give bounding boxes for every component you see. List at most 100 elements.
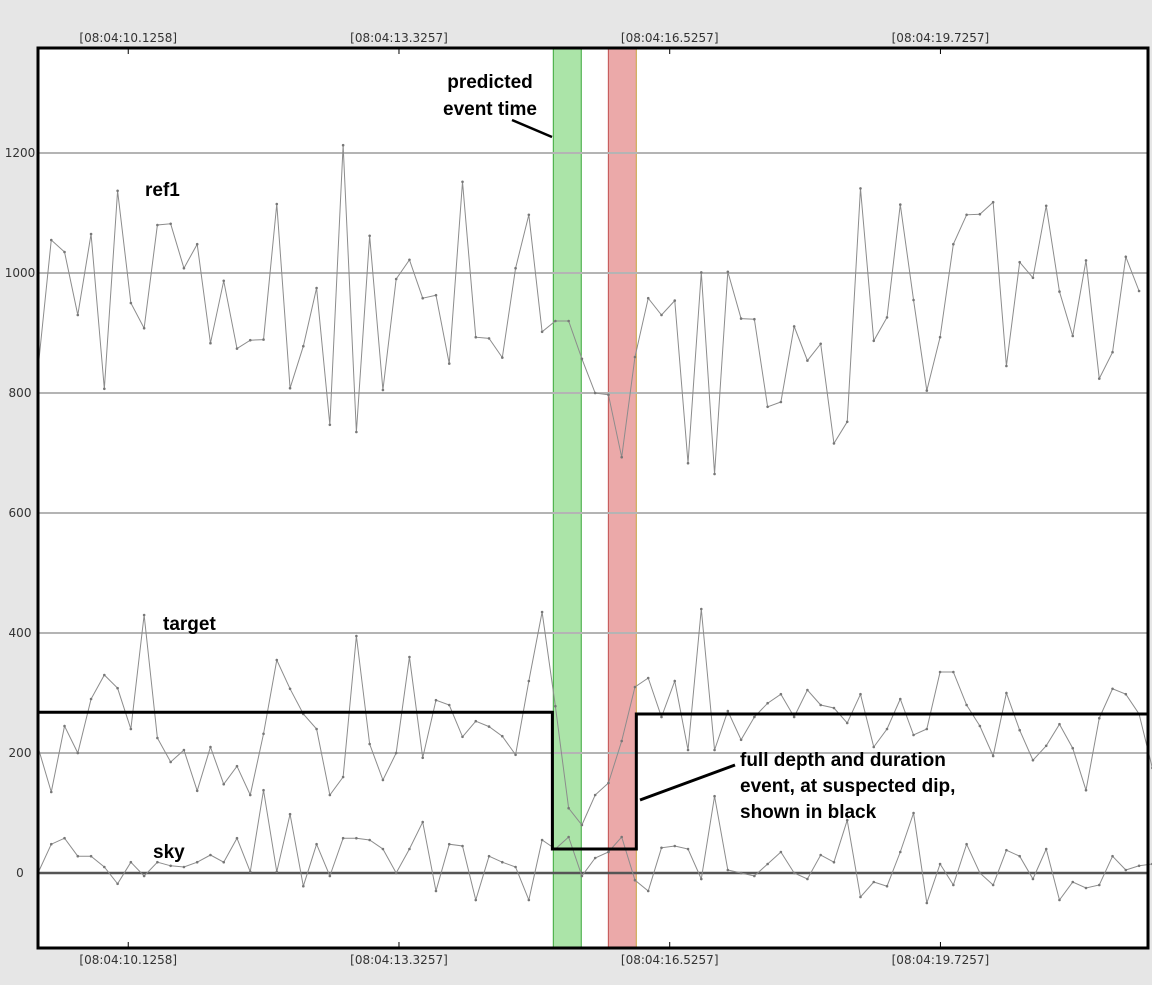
data-point-sky — [501, 860, 504, 864]
data-point-ref1 — [156, 223, 159, 227]
data-point-sky — [872, 880, 876, 884]
data-point-ref1 — [421, 296, 425, 300]
data-point-sky — [222, 860, 226, 864]
data-point-target — [726, 709, 730, 713]
annotation-predicted-event-text: predicted — [447, 72, 533, 93]
data-point-target — [739, 738, 743, 742]
data-point-target — [779, 692, 783, 696]
data-point-sky — [89, 854, 93, 858]
data-point-target — [527, 679, 531, 683]
data-point-ref1 — [938, 335, 942, 339]
data-point-ref1 — [580, 357, 584, 361]
data-point-sky — [1097, 883, 1101, 887]
data-point-ref1 — [288, 386, 292, 390]
series-line-ref1 — [37, 145, 1140, 475]
data-point-target — [142, 613, 146, 617]
data-point-ref1 — [368, 234, 371, 238]
data-point-target — [209, 745, 212, 749]
x-tick-label-top: [08:04:16.5257] — [621, 31, 719, 45]
data-point-target — [368, 742, 371, 746]
data-point-ref1 — [1031, 276, 1035, 280]
event-step-line — [38, 710, 1148, 851]
data-point-ref1 — [447, 362, 451, 365]
y-tick-label: 800 — [9, 386, 32, 400]
data-point-ref1 — [1071, 334, 1075, 338]
data-point-sky — [593, 856, 597, 860]
data-point-sky — [235, 836, 239, 840]
data-point-ref1 — [660, 313, 663, 317]
data-point-target — [859, 692, 862, 696]
data-point-sky — [938, 862, 942, 866]
data-point-ref1 — [408, 258, 411, 262]
data-point-ref1 — [302, 344, 305, 348]
data-point-target — [1044, 744, 1048, 748]
data-point-target — [129, 727, 133, 731]
data-point-ref1 — [142, 326, 146, 330]
data-point-sky — [461, 844, 464, 848]
data-point-sky — [1058, 898, 1061, 902]
data-point-target — [713, 748, 716, 752]
data-point-ref1 — [620, 455, 623, 459]
data-point-target — [607, 781, 610, 785]
x-tick-label-bottom: [08:04:16.5257] — [621, 953, 719, 967]
data-point-ref1 — [328, 423, 332, 427]
data-point-target — [156, 736, 159, 740]
y-tick-label: 200 — [9, 746, 32, 760]
data-point-sky — [686, 847, 690, 851]
data-point-sky — [620, 835, 623, 839]
data-point-target — [646, 676, 650, 680]
data-point-sky — [540, 838, 544, 842]
data-point-ref1 — [222, 279, 226, 283]
data-point-target — [832, 706, 836, 710]
data-point-ref1 — [1137, 289, 1141, 293]
data-point-ref1 — [991, 200, 995, 204]
data-point-sky — [288, 812, 292, 816]
data-point-sky — [1124, 868, 1128, 872]
data-point-sky — [394, 871, 398, 875]
data-point-sky — [925, 901, 929, 905]
data-point-target — [540, 610, 544, 614]
annotation-full-depth-pointer — [639, 763, 736, 802]
data-point-sky — [792, 871, 796, 875]
data-point-ref1 — [1097, 377, 1101, 380]
data-point-ref1 — [76, 313, 80, 317]
data-point-sky — [779, 850, 783, 854]
data-point-ref1 — [806, 359, 809, 362]
data-point-ref1 — [1018, 260, 1021, 264]
data-point-target — [554, 704, 557, 708]
x-tick-label-top: [08:04:19.7257] — [892, 31, 990, 45]
data-point-target — [222, 782, 226, 786]
data-point-sky — [421, 820, 425, 824]
data-point-target — [792, 715, 796, 719]
data-point-sky — [885, 884, 889, 888]
data-point-target — [487, 725, 491, 728]
data-point-ref1 — [554, 319, 557, 323]
data-point-target — [434, 698, 438, 702]
data-point-target — [315, 727, 318, 731]
data-point-ref1 — [925, 389, 929, 392]
data-point-target — [845, 721, 849, 725]
data-point-sky — [845, 818, 849, 822]
data-point-ref1 — [169, 222, 172, 226]
data-point-target — [1111, 687, 1114, 691]
data-point-sky — [341, 836, 345, 840]
data-point-target — [262, 732, 265, 736]
data-point-ref1 — [753, 317, 756, 321]
data-point-target — [89, 697, 93, 701]
data-point-ref1 — [739, 317, 743, 320]
data-point-ref1 — [567, 319, 570, 323]
data-point-ref1 — [195, 242, 199, 246]
data-point-ref1 — [633, 355, 637, 359]
data-point-sky — [527, 898, 531, 902]
x-tick-label-top: [08:04:13.3257] — [350, 31, 448, 45]
data-point-target — [275, 658, 279, 662]
data-point-ref1 — [726, 270, 730, 274]
data-point-target — [912, 733, 915, 737]
data-point-sky — [156, 860, 159, 864]
data-point-ref1 — [49, 238, 53, 242]
data-point-target — [673, 679, 677, 683]
data-point-target — [355, 634, 358, 638]
x-tick-label-bottom: [08:04:10.1258] — [79, 953, 177, 967]
data-point-ref1 — [1005, 364, 1008, 368]
data-point-target — [248, 793, 252, 797]
